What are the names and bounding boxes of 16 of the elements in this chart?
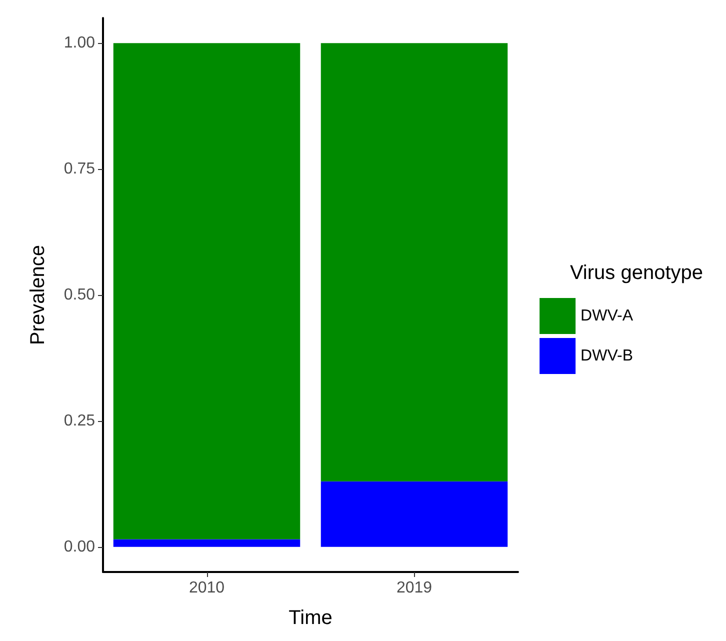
legend-label: DWV-B [580, 348, 634, 364]
bar [113, 539, 300, 547]
bar [320, 481, 508, 547]
y-axis-title: Prevalence [27, 244, 49, 346]
y-tick-label: 0.75 [64, 160, 96, 178]
bar [320, 43, 508, 482]
y-tick-label: 0.25 [64, 412, 96, 430]
x-tick-label: 2010 [188, 580, 225, 596]
y-tick-label: 0.00 [64, 538, 96, 556]
x-axis-title: Time [288, 607, 332, 629]
y-tick-label: 0.50 [64, 286, 96, 304]
legend-title: Virus genotype [570, 262, 704, 284]
legend-label: DWV-A [580, 308, 634, 324]
x-tick-label: 2019 [396, 580, 432, 596]
y-tick-label: 1.00 [64, 34, 96, 52]
bar [113, 43, 300, 540]
